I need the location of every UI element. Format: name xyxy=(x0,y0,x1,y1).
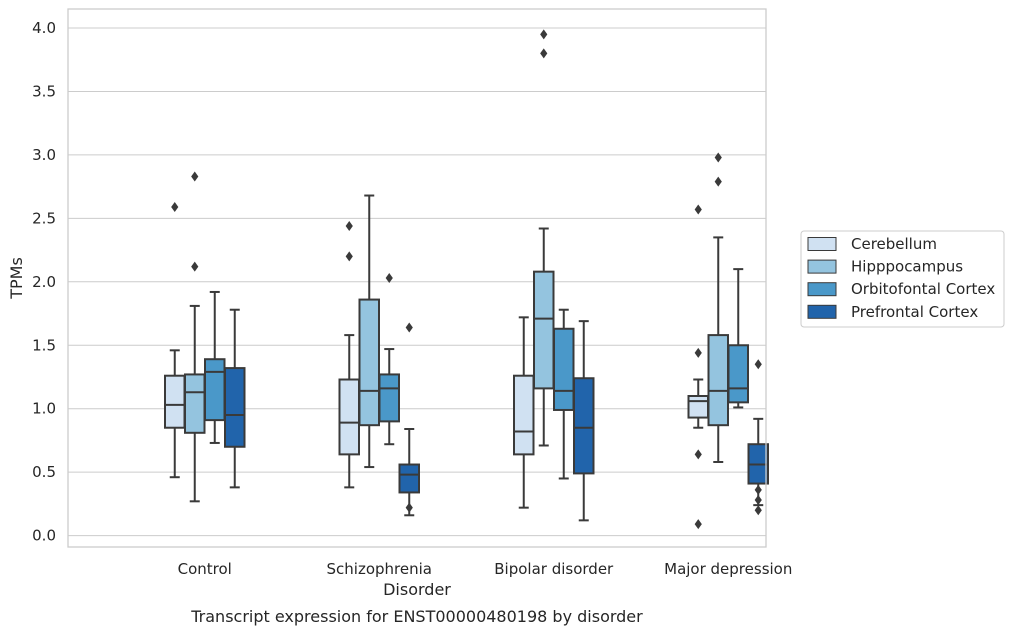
box-orbitofontal-cortex xyxy=(727,268,749,409)
box-prefrontal-cortex xyxy=(224,308,246,489)
box-hipppocampus xyxy=(184,171,206,503)
legend-swatch xyxy=(807,282,837,297)
x-tick-labels: Control Schizophrenia Bipolar disorder Majo… xyxy=(178,560,793,578)
box-body xyxy=(358,298,380,427)
box-body xyxy=(533,270,555,390)
y-tick-label: 3.0 xyxy=(32,146,56,164)
x-tick-label: Control xyxy=(178,560,232,578)
y-tick-label: 2.5 xyxy=(32,209,56,227)
legend-label: Hipppocampus xyxy=(851,258,963,276)
box-body xyxy=(513,374,535,456)
box-hipppocampus xyxy=(358,194,380,469)
y-axis-label: TPMs xyxy=(7,257,26,300)
box-body xyxy=(164,374,186,429)
box-body xyxy=(727,344,749,404)
box-body xyxy=(184,373,206,434)
legend-label: Orbitofontal Cortex xyxy=(851,280,995,298)
legend-label: Prefrontal Cortex xyxy=(851,303,978,321)
outlier-point xyxy=(191,171,199,182)
box-prefrontal-cortex xyxy=(747,359,769,516)
outlier-point xyxy=(694,449,702,460)
legend: Cerebellum Hipppocampus Orbitofontal Corte… xyxy=(800,230,1005,328)
box-prefrontal-cortex xyxy=(398,322,420,517)
box-orbitofontal-cortex xyxy=(204,290,226,444)
y-tick-labels: 0.0 0.5 1.0 1.5 2.0 2.5 3.0 3.5 4.0 xyxy=(32,19,56,545)
box-orbitofontal-cortex xyxy=(553,308,575,480)
x-tick-label: Bipolar disorder xyxy=(494,560,614,578)
box-body xyxy=(553,327,575,411)
outlier-point xyxy=(405,322,413,333)
box-cerebellum xyxy=(513,316,535,509)
axes-frame xyxy=(67,8,767,548)
box-body xyxy=(398,463,420,494)
outlier-point xyxy=(191,261,199,272)
y-tick-label: 0.5 xyxy=(32,463,56,481)
y-tick-label: 1.0 xyxy=(32,400,56,418)
outlier-point xyxy=(405,502,413,513)
legend-items: Cerebellum Hipppocampus Orbitofontal Corte… xyxy=(807,235,995,321)
outlier-point xyxy=(540,48,548,59)
y-tick-label: 3.5 xyxy=(32,82,56,100)
outlier-point xyxy=(540,29,548,40)
legend-swatch xyxy=(807,259,837,274)
outlier-point xyxy=(345,251,353,262)
outlier-point xyxy=(754,484,762,495)
outlier-point xyxy=(714,176,722,187)
y-tick-label: 0.0 xyxy=(32,527,56,545)
box-cerebellum xyxy=(164,201,186,479)
outlier-point xyxy=(694,519,702,530)
legend-swatch xyxy=(807,304,837,319)
outlier-point xyxy=(385,273,393,283)
outlier-point xyxy=(171,201,179,212)
figure-caption: Transcript expression for ENST0000048019… xyxy=(190,607,643,626)
outlier-point xyxy=(694,347,702,358)
box-orbitofontal-cortex xyxy=(378,273,400,446)
box-hipppocampus xyxy=(707,152,729,463)
box-groups xyxy=(164,29,769,530)
outlier-point xyxy=(694,204,702,215)
box-prefrontal-cortex xyxy=(573,320,595,522)
outlier-point xyxy=(714,152,722,163)
legend-label: Cerebellum xyxy=(851,235,937,253)
y-tick-label: 2.0 xyxy=(32,273,56,291)
box-body xyxy=(573,377,595,475)
outlier-point xyxy=(754,359,762,370)
outlier-point xyxy=(345,220,353,231)
legend-swatch xyxy=(807,237,837,251)
outlier-point xyxy=(754,495,762,506)
legend-frame xyxy=(800,230,1005,328)
x-tick-label: Schizophrenia xyxy=(327,560,432,578)
box-body xyxy=(378,373,400,423)
outlier-point xyxy=(754,505,762,516)
x-tick-label: Major depression xyxy=(664,560,792,578)
box-body xyxy=(687,395,709,419)
box-body xyxy=(338,378,360,456)
y-tick-label: 1.5 xyxy=(32,336,56,354)
box-body xyxy=(204,358,226,422)
grid-lines xyxy=(68,27,766,537)
y-tick-label: 4.0 xyxy=(32,19,56,37)
x-axis-label: Disorder xyxy=(383,580,451,599)
box-body xyxy=(224,367,246,448)
box-cerebellum xyxy=(338,220,360,489)
box-cerebellum xyxy=(687,204,709,530)
box-body xyxy=(707,334,729,427)
